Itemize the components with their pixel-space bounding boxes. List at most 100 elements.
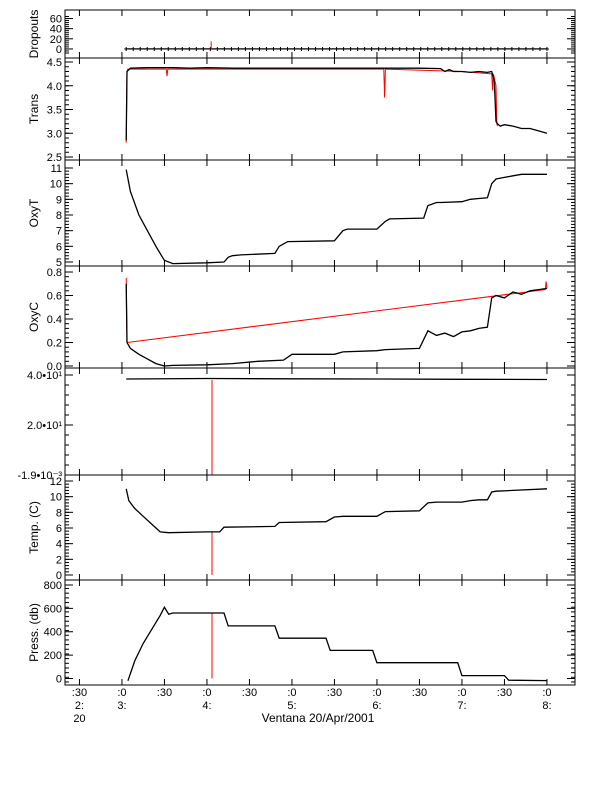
y-axis-title: Temp. (C) (27, 501, 41, 554)
y-tick-label: 6 (56, 241, 62, 253)
panel-frame (64, 579, 576, 686)
data-point (187, 46, 192, 51)
data-point (523, 46, 528, 51)
data-point (530, 46, 535, 51)
y-tick-label: 3.0 (47, 128, 62, 140)
data-point (439, 46, 444, 51)
series-line-press-1 (127, 605, 548, 682)
data-point (313, 46, 318, 51)
y-tick-label: 0 (56, 44, 62, 56)
data-point (397, 46, 402, 51)
data-point (285, 46, 290, 51)
y-tick-label: 8 (56, 210, 62, 222)
data-point (173, 46, 178, 51)
panel-frame (64, 265, 576, 369)
data-point (201, 46, 206, 51)
y-tick-label: 0.2 (47, 338, 62, 350)
data-point (215, 46, 220, 51)
y-axis-title: OxyC (27, 302, 41, 332)
data-point (481, 46, 486, 51)
panel-press: 800 600 400 200 0 Press. (db) (27, 579, 576, 686)
x-tick-label-hour: 5: (287, 700, 296, 712)
data-point (131, 46, 136, 51)
data-point (355, 46, 360, 51)
y-tick-label: 5 (56, 257, 62, 269)
data-point (509, 46, 514, 51)
data-point (404, 46, 409, 51)
data-point (145, 46, 150, 51)
data-point (348, 46, 353, 51)
data-point (544, 46, 549, 51)
x-tick-label: :30 (242, 687, 257, 699)
y-tick-label: 400 (44, 627, 62, 639)
data-point (502, 46, 507, 51)
y-axis-title: OxyT (27, 198, 41, 227)
y-tick-label: 6 (56, 523, 62, 535)
x-tick-label: :30 (72, 687, 87, 699)
data-point (327, 46, 332, 51)
data-point (250, 46, 255, 51)
y-tick-label: 200 (44, 650, 62, 662)
y-tick-label: 4.0 (47, 81, 62, 93)
data-point (299, 46, 304, 51)
data-point (467, 46, 472, 51)
data-point (446, 46, 451, 51)
data-point (383, 46, 388, 51)
x-tick-label: :30 (327, 687, 342, 699)
x-axis: :302:20:03::30:04::30:05::30:06::30:07::… (72, 687, 552, 725)
data-point (474, 46, 479, 51)
data-point (124, 46, 129, 51)
y-tick-label: 7 (56, 226, 62, 238)
data-point (460, 46, 465, 51)
data-point (488, 46, 493, 51)
data-point (208, 46, 213, 51)
panel-unnamed: 4.0•10¹ 2.0•10¹ -1.9•10⁻³ (17, 367, 576, 482)
data-point (369, 46, 374, 51)
x-tick-label-hour: 2: (75, 700, 84, 712)
data-point (418, 46, 423, 51)
panel-frame (64, 367, 576, 476)
data-point (194, 46, 199, 51)
x-axis-title: Ventana 20/Apr/2001 (262, 711, 375, 725)
data-point (390, 46, 395, 51)
y-tick-label: 3.5 (47, 105, 62, 117)
y-tick-label: 10 (50, 179, 62, 191)
x-tick-label-hour: 6: (372, 700, 381, 712)
y-tick-label: 0 (56, 673, 62, 685)
x-tick-label-day: 20 (73, 713, 85, 725)
panel-temp: 12 10 8 6 4 2 0 Temp. (C) (27, 474, 576, 582)
data-point (222, 46, 227, 51)
panel-frame (64, 9, 576, 59)
data-point (243, 46, 248, 51)
y-tick-label: 4.5 (47, 57, 62, 69)
data-point (264, 46, 269, 51)
x-tick-label: :0 (117, 687, 126, 699)
data-point (334, 46, 339, 51)
data-point (306, 46, 311, 51)
data-point (166, 46, 171, 51)
x-tick-label: :0 (202, 687, 211, 699)
y-tick-label: 0.6 (47, 291, 62, 303)
y-axis-title: Dropouts (27, 10, 41, 59)
data-point (537, 46, 542, 51)
data-point (425, 46, 430, 51)
data-point (271, 46, 276, 51)
x-tick-label: :0 (542, 687, 551, 699)
x-tick-label: :30 (497, 687, 512, 699)
panel-oxyc: 0.8 0.6 0.4 0.2 0.0 OxyC (27, 265, 576, 373)
data-point (236, 46, 241, 51)
data-point (292, 46, 297, 51)
data-point (278, 46, 283, 51)
x-tick-label: :0 (287, 687, 296, 699)
y-tick-label: 800 (44, 580, 62, 592)
y-axis-title: Trans (27, 94, 41, 124)
y-tick-label: 4.0•10¹ (27, 370, 62, 382)
data-point (320, 46, 325, 51)
series-line-trans-1 (125, 67, 548, 141)
y-tick-label: 11 (51, 163, 62, 175)
panel-frame (64, 159, 576, 267)
y-tick-label: 60 (50, 14, 62, 26)
data-point (229, 46, 234, 51)
y-axis-title: Press. (db) (27, 603, 41, 662)
